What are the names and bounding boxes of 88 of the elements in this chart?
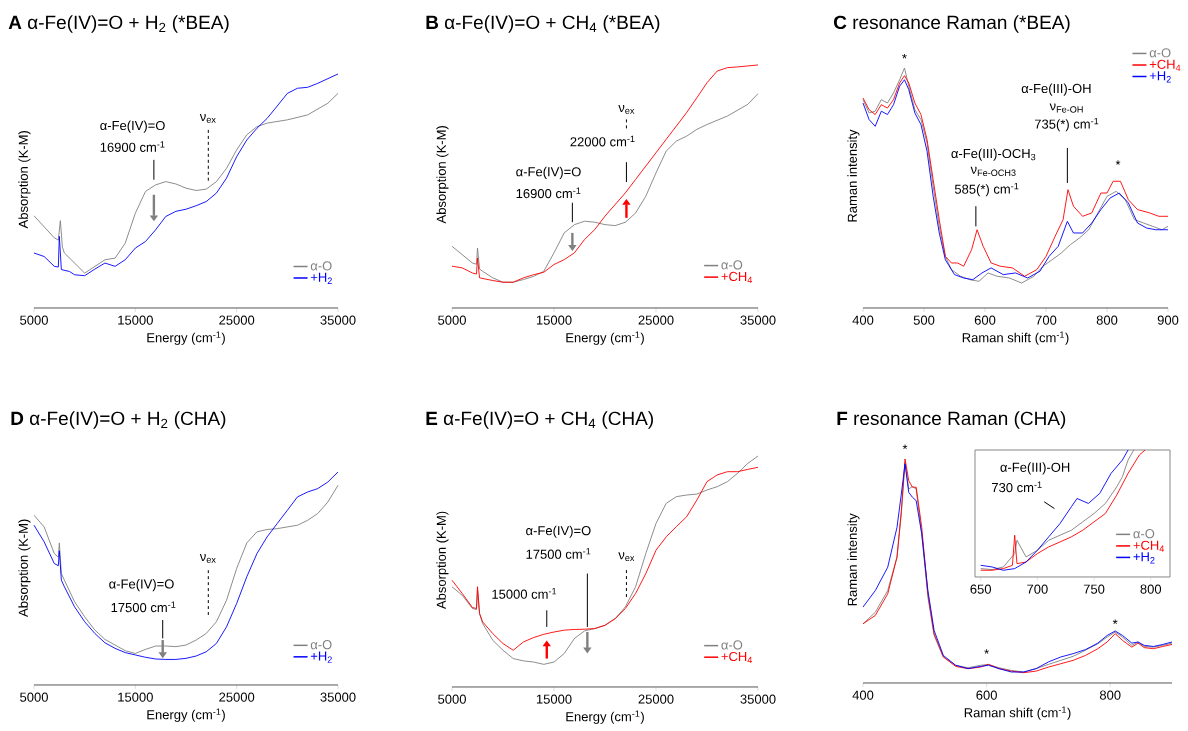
annotation: α-Fe(III)-OH <box>1021 83 1091 96</box>
annotation: α-Fe(IV)=O <box>100 120 165 133</box>
annotation: 22000 cm$^{-1}$ <box>570 135 635 147</box>
y-axis-title: Raman intensity <box>847 129 860 222</box>
legend-label: +H$_{2}$ <box>1133 552 1155 564</box>
x-axis-title: Raman shift (cm$^{-1}$) <box>962 331 1069 345</box>
annotation: 17500 cm$^{-1}$ <box>526 548 591 559</box>
legend-label: +CH$_{4}$ <box>1133 540 1165 552</box>
y-axis-title: Absorption (K-M) <box>18 519 31 617</box>
x-tick-label: 25000 <box>638 694 674 704</box>
x-tick-label: 25000 <box>638 315 674 325</box>
chart-title: D α-Fe(IV)=O + H$_{2}$ (CHA) <box>11 411 226 429</box>
annotation: ν$_{ex}$ <box>199 554 216 563</box>
x-tick-label: 35000 <box>740 694 776 704</box>
annotation: 730 cm$^{-1}$ <box>992 481 1042 493</box>
annotation: α-Fe(III)-OH <box>1000 462 1070 475</box>
x-tick-label: 25000 <box>219 692 255 702</box>
x-tick-label: 800 <box>1096 315 1118 325</box>
annotation: ν$_{ex}$ <box>199 114 216 123</box>
annotation: * <box>1115 160 1121 165</box>
chart-title: B α-Fe(IV)=O + CH$_{4}$ (*BEA) <box>426 15 660 33</box>
annotation: ν$_{ex}$ <box>618 552 635 562</box>
text: * <box>902 53 907 59</box>
annotation: ν$_{Fe-OCH3}$ <box>970 166 1016 177</box>
x-tick-label: 15000 <box>118 315 153 325</box>
x-axis-title: Raman shift (cm$^{-1}$) <box>964 706 1071 720</box>
legend-label: +CH$_{4}$ <box>721 651 753 664</box>
x-tick-label: 35000 <box>320 315 356 325</box>
x-tick-label: 5000 <box>20 692 48 702</box>
annotation: 17500 cm$^{-1}$ <box>111 601 176 613</box>
x-tick-label: 400 <box>852 315 874 325</box>
annotation: α-Fe(IV)=O <box>516 166 581 179</box>
legend-label: +CH$_{4}$ <box>721 271 753 284</box>
x-tick-label: 35000 <box>320 692 356 702</box>
chart-title: E α-Fe(IV)=O + CH$_{4}$ (CHA) <box>426 411 653 429</box>
x-tick-label: 500 <box>913 315 935 325</box>
annotation: α-Fe(III)-OCH$_{3}$ <box>951 148 1036 161</box>
legend-label: α-O <box>1133 529 1155 539</box>
annotation: ν$_{Fe-OH}$ <box>1049 103 1083 113</box>
y-axis-title: Absorption (K-M) <box>18 130 31 229</box>
x-tick-label: 800 <box>1099 690 1121 700</box>
x-tick-label: 15000 <box>536 315 572 325</box>
legend-label: +H$_{2}$ <box>1149 71 1171 83</box>
x-axis-title: Energy (cm$^{-1}$) <box>566 331 644 345</box>
annotation: α-Fe(IV)=O <box>109 579 174 592</box>
annotation: 15000 cm$^{-1}$ <box>492 588 557 599</box>
x-tick-label: 15000 <box>536 694 572 704</box>
x-tick-label: 700 <box>1035 315 1057 325</box>
x-tick-label: 800 <box>1140 584 1162 594</box>
x-tick-label: 35000 <box>740 315 776 325</box>
annotation: α-Fe(IV)=O <box>526 525 591 538</box>
x-tick-label: 700 <box>1027 584 1048 594</box>
legend-label: α-O <box>1149 48 1171 58</box>
x-tick-label: 600 <box>976 690 997 700</box>
x-axis-title: Energy (cm$^{-1}$) <box>147 708 225 722</box>
y-axis-title: Raman intensity <box>847 513 860 606</box>
legend-label: +H$_{2}$ <box>310 272 332 284</box>
x-tick-label: 400 <box>852 690 874 700</box>
annotation: 16900 cm$^{-1}$ <box>100 141 165 152</box>
legend-label: α-O <box>721 640 743 650</box>
x-axis-title: Energy (cm$^{-1}$) <box>147 331 225 345</box>
x-tick-label: 25000 <box>219 315 255 325</box>
chart-title: C resonance Raman (*BEA) <box>833 15 1070 33</box>
x-tick-label: 5000 <box>20 315 48 325</box>
x-tick-label: 15000 <box>118 692 153 702</box>
legend-label: +H$_{2}$ <box>310 651 332 663</box>
legend-label: α-O <box>310 261 332 271</box>
x-tick-label: 750 <box>1083 584 1105 594</box>
x-axis-title: Energy (cm$^{-1}$) <box>566 710 644 724</box>
annotation: * <box>1112 619 1118 624</box>
chart-title: A α-Fe(IV)=O + H$_{2}$ (*BEA) <box>8 15 229 33</box>
chart-title: F resonance Raman (CHA) <box>837 411 1066 429</box>
legend-label: α-O <box>721 260 743 270</box>
legend-label: +CH$_{4}$ <box>1149 59 1181 71</box>
y-axis-title: Absorption (K-M) <box>436 511 449 610</box>
annotation: ν$_{ex}$ <box>618 105 635 114</box>
annotation: * <box>984 649 989 654</box>
y-axis-title: Absorption (K-M) <box>436 126 449 224</box>
x-tick-label: 650 <box>970 584 992 594</box>
annotation: 16900 cm$^{-1}$ <box>516 187 581 199</box>
legend-label: α-O <box>310 640 332 650</box>
x-tick-label: 5000 <box>438 315 466 325</box>
text: * <box>902 444 908 449</box>
x-tick-label: 600 <box>974 315 996 325</box>
annotation: 585(*) cm$^{-1}$ <box>954 183 1019 197</box>
x-tick-label: 900 <box>1157 315 1179 325</box>
annotation: 735(*) cm$^{-1}$ <box>1034 117 1099 132</box>
x-tick-label: 5000 <box>438 694 466 704</box>
